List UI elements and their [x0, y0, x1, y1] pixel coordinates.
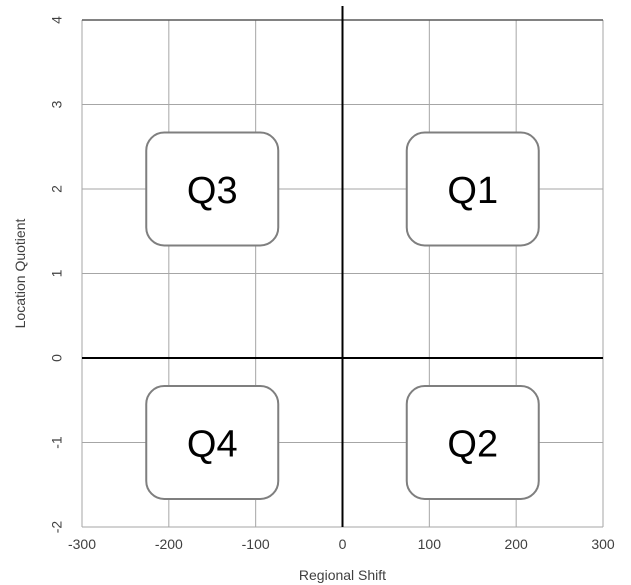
quadrant-label: Q4 [187, 424, 238, 466]
y-tick-label: -2 [49, 521, 65, 534]
x-tick-label: 100 [418, 536, 442, 552]
quadrant-label: Q3 [187, 170, 238, 212]
x-tick-label: 300 [591, 536, 615, 552]
x-tick-label: 200 [504, 536, 528, 552]
y-tick-label: 4 [49, 16, 65, 24]
y-tick-label: -1 [49, 436, 65, 449]
x-tick-label: 0 [339, 536, 347, 552]
x-tick-label: -300 [68, 536, 96, 552]
x-tick-label: -200 [155, 536, 183, 552]
y-tick-label: 2 [49, 185, 65, 193]
quadrant-box [145, 385, 280, 500]
y-tick-label: 0 [49, 354, 65, 362]
quadrant-box [405, 131, 540, 247]
x-tick-label: -100 [242, 536, 270, 552]
quadrant-box [145, 131, 280, 247]
quadrant-label: Q1 [447, 170, 498, 212]
y-tick-labels: -2 -1 0 1 2 3 4 [49, 16, 65, 533]
x-axis-title: Regional Shift [299, 567, 386, 583]
y-tick-label: 1 [49, 269, 65, 277]
quadrant-label: Q2 [447, 424, 498, 466]
x-tick-labels: -300 -200 -100 0 100 200 300 [68, 536, 615, 552]
zero-axes [82, 6, 603, 527]
quadrant-boxes: Q3 Q1 Q4 Q2 [145, 131, 540, 500]
quadrant-box [405, 385, 540, 500]
y-tick-label: 3 [49, 100, 65, 108]
y-axis-title: Location Quotient [12, 219, 28, 329]
